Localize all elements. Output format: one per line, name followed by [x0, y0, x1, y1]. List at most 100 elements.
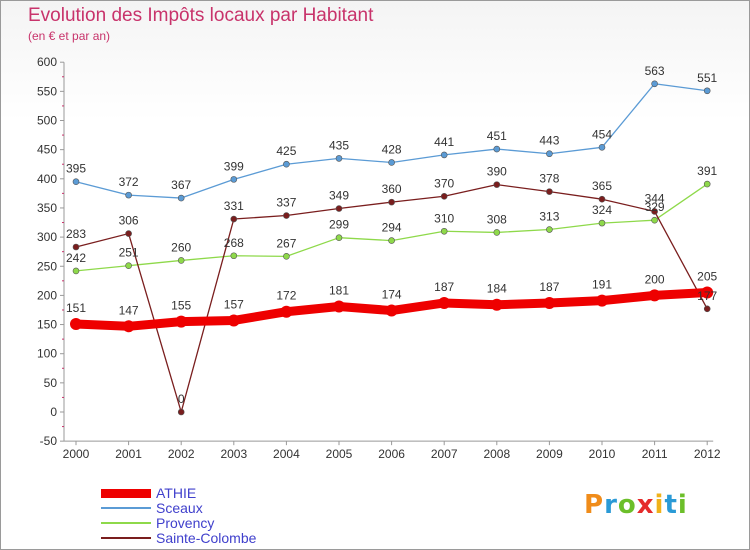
data-label-provency: 308: [487, 212, 507, 226]
x-tick-label: 2004: [273, 447, 300, 461]
legend-item-sainte-colombe: Sainte-Colombe: [101, 530, 301, 546]
data-label-sceaux: 395: [66, 162, 86, 176]
data-label-sainte-colombe: 390: [487, 165, 507, 179]
data-point-sceaux: [388, 159, 395, 166]
data-label-sceaux: 451: [487, 129, 507, 143]
data-point-sainte-colombe: [703, 305, 711, 313]
data-label-athie: 200: [645, 272, 665, 286]
data-label-sceaux: 441: [434, 135, 454, 149]
data-label-athie: 191: [592, 278, 612, 292]
data-label-provency: 329: [645, 200, 665, 214]
data-point-athie: [543, 296, 556, 309]
data-point-sceaux: [72, 178, 80, 186]
data-label-provency: 310: [434, 211, 454, 225]
data-point-sainte-colombe: [283, 212, 290, 219]
data-label-sainte-colombe: 344: [645, 191, 665, 205]
legend-item-sceaux: Sceaux: [101, 500, 301, 516]
proxiti-logo: Proxiti: [584, 490, 688, 520]
data-point-athie: [227, 314, 240, 327]
data-point-sainte-colombe: [388, 198, 395, 206]
data-point-sceaux: [546, 150, 553, 158]
x-tick-label: 2009: [536, 447, 563, 461]
x-tick-label: 2010: [589, 447, 616, 461]
data-label-athie: 157: [224, 297, 244, 311]
x-tick-label: 2008: [483, 447, 510, 461]
data-point-athie: [701, 286, 714, 299]
data-point-sainte-colombe: [72, 243, 80, 251]
x-tick-label: 2005: [326, 447, 353, 461]
data-point-provency: [72, 267, 80, 275]
y-tick-label: 200: [37, 288, 57, 302]
x-tick-label: 2000: [63, 447, 90, 461]
x-tick-label: 2007: [431, 447, 458, 461]
legend-swatch: [101, 522, 151, 524]
y-tick-label: 250: [37, 259, 57, 273]
x-tick-label: 2002: [168, 447, 195, 461]
data-point-sainte-colombe: [651, 208, 658, 215]
data-label-sceaux: 563: [645, 64, 665, 78]
data-label-sceaux: 367: [171, 178, 191, 192]
legend-swatch: [101, 537, 151, 539]
data-label-sainte-colombe: 349: [329, 189, 349, 203]
data-label-sainte-colombe: 360: [382, 182, 402, 196]
legend-label: Sainte-Colombe: [156, 530, 257, 546]
data-point-sceaux: [335, 155, 343, 162]
data-point-sainte-colombe: [177, 408, 185, 416]
data-label-athie: 184: [487, 282, 507, 296]
y-tick-label: -50: [40, 434, 58, 448]
legend-swatch: [101, 507, 151, 509]
data-point-provency: [598, 219, 606, 227]
x-tick-label: 2003: [220, 447, 247, 461]
data-label-sceaux: 399: [224, 159, 244, 173]
data-point-athie: [648, 289, 661, 302]
data-point-provency: [651, 216, 658, 224]
data-point-sainte-colombe: [546, 188, 553, 195]
data-point-provency: [388, 237, 395, 244]
data-point-sceaux: [598, 144, 606, 151]
data-point-provency: [335, 234, 343, 241]
legend-item-provency: Provency: [101, 515, 301, 531]
y-tick-label: 450: [37, 143, 57, 157]
data-point-sceaux: [177, 194, 185, 202]
series-layer: [70, 80, 714, 416]
data-point-sainte-colombe: [125, 230, 132, 237]
data-label-sceaux: 454: [592, 127, 612, 141]
data-point-provency: [703, 180, 711, 188]
data-point-sainte-colombe: [493, 181, 501, 188]
data-label-athie: 205: [697, 269, 717, 283]
data-label-sainte-colombe: 370: [434, 176, 454, 190]
data-label-provency: 251: [119, 246, 139, 260]
data-label-sceaux: 435: [329, 138, 349, 152]
data-point-sainte-colombe: [440, 192, 448, 200]
data-point-sainte-colombe: [230, 215, 238, 223]
legend-label: ATHIE: [156, 485, 197, 501]
data-point-athie: [175, 315, 188, 328]
data-point-sainte-colombe: [598, 195, 606, 203]
y-tick-label: 400: [37, 172, 57, 186]
data-point-sceaux: [493, 145, 501, 153]
data-point-sceaux: [125, 191, 132, 199]
chart-axes: -50 0 50 100 150 200 250 300 350 400 450 500 550 600 2…: [37, 55, 721, 461]
legend-label: Sceaux: [156, 500, 203, 516]
y-tick-label: 150: [37, 318, 57, 332]
data-point-athie: [385, 304, 398, 317]
chart-subtitle: (en € et par an): [28, 29, 111, 43]
data-point-athie: [490, 298, 503, 311]
y-tick-label: 500: [37, 114, 57, 128]
data-label-sainte-colombe: 365: [592, 179, 612, 193]
data-label-athie: 155: [171, 299, 191, 313]
x-tick-label: 2012: [694, 447, 721, 461]
data-point-provency: [125, 262, 132, 269]
y-tick-label: 350: [37, 201, 57, 215]
data-label-athie: 151: [66, 301, 86, 315]
data-point-athie: [333, 300, 345, 313]
x-tick-label: 2011: [642, 447, 668, 461]
data-label-athie: 181: [329, 283, 349, 297]
data-point-sceaux: [703, 87, 711, 95]
data-point-athie: [438, 296, 451, 309]
data-labels-layer: 395 372 367 399 425 435 428 441 451 443 454 563 551 2…: [66, 64, 718, 406]
data-label-sainte-colombe: 283: [66, 227, 86, 241]
data-point-athie: [596, 294, 608, 307]
data-label-sainte-colombe: 177: [697, 289, 717, 303]
